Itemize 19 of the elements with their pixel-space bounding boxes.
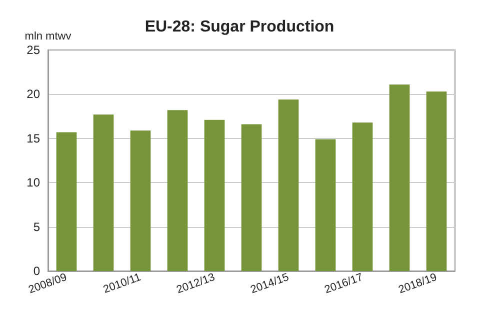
bar [426, 92, 447, 271]
y-tick-label: 5 [33, 220, 40, 234]
chart-title: EU-28: Sugar Production [144, 18, 334, 36]
bar [167, 110, 188, 271]
y-tick-label: 10 [26, 176, 40, 190]
bar [389, 84, 410, 271]
bar [93, 114, 114, 271]
y-tick-label: 20 [26, 87, 40, 102]
y-tick-label: 0 [33, 264, 40, 278]
bar [56, 132, 77, 271]
bar [130, 130, 151, 271]
y-tick-label: 15 [26, 131, 40, 146]
y-axis-title: mln mtwv [24, 30, 72, 42]
bar [352, 122, 373, 271]
bar [241, 124, 262, 271]
bar [315, 139, 336, 271]
bar [204, 120, 225, 271]
y-tick-label: 25 [26, 43, 40, 57]
bar [278, 100, 299, 271]
